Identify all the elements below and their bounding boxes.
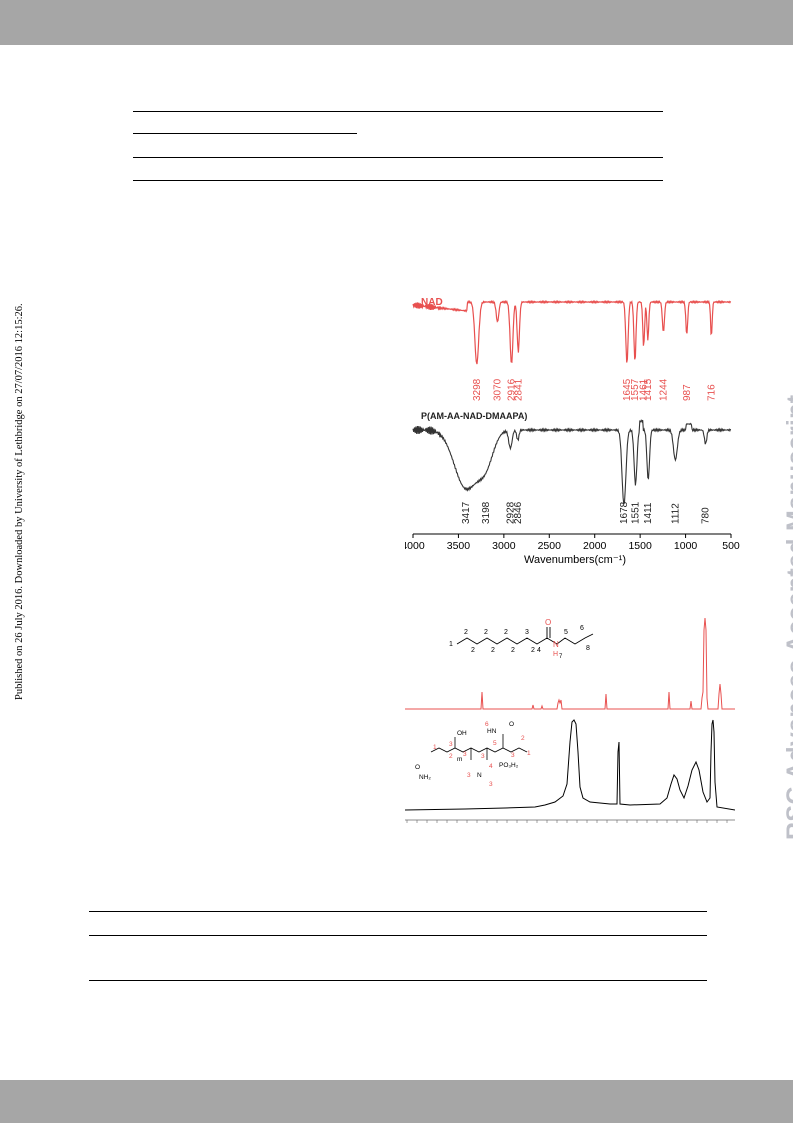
nad-label-8: 8 — [586, 645, 590, 652]
polymer-peak-label-2846: 2846 — [513, 501, 524, 524]
ir-x-tick-label-2000: 2000 — [583, 540, 607, 552]
nmr-axis-ticks — [406, 820, 728, 823]
polymer-label-3f: 3 — [449, 741, 453, 748]
polymer-peak-label-1411: 1411 — [643, 502, 654, 524]
polymer-label-3e: 3 — [489, 781, 493, 788]
nad-label-2d: 2 — [491, 647, 495, 654]
polymer-peak-label-1551: 1551 — [631, 501, 642, 524]
polymer-label-1b: 1 — [433, 744, 437, 751]
polymer-label-4: 4 — [489, 763, 493, 770]
polymer-label-3c: 3 — [481, 753, 485, 760]
polymer-label-2a: 2 — [521, 735, 525, 742]
nad-peak-label-3298: 3298 — [472, 378, 483, 401]
table-rule-sub — [133, 133, 357, 134]
nad-label-5: 5 — [564, 629, 568, 636]
nad-label-1: 1 — [449, 641, 453, 648]
ir-x-tick-label-1500: 1500 — [628, 540, 652, 552]
nad-hydrogen: H — [553, 651, 558, 658]
polymer-label-oh: OH — [457, 730, 467, 737]
nmr-spectrum-figure: 1 2 2 2 3 2 2 2 2 4 5 6 7 8 O N H OH — [404, 612, 736, 824]
polymer-label-n: N — [477, 772, 482, 779]
polymer-label-o: O — [415, 764, 420, 771]
nad-peak-label-2916: 2916 — [506, 378, 517, 401]
nad-nitrogen: N — [553, 640, 559, 649]
nad-peak-label-1645: 1645 — [622, 378, 633, 401]
nad-oxygen: O — [545, 618, 551, 627]
polymer-label-1a: 1 — [527, 750, 531, 757]
table2-rule-mid — [89, 935, 707, 936]
nad-label-2a: 2 — [464, 629, 468, 636]
polymer-nmr-trace — [404, 719, 736, 811]
nad-ir-trace — [412, 299, 732, 365]
accepted-manuscript-watermark: RSC Advances Accepted Manuscript — [782, 394, 793, 840]
ir-x-tick-label-3000: 3000 — [492, 540, 516, 552]
polymer-label-po3h2: PO₃H₂ — [499, 762, 519, 769]
table2-rule-bottom — [89, 980, 707, 981]
table-rule-mid — [133, 157, 663, 158]
polymer-peak-label-3198: 3198 — [481, 501, 492, 524]
nad-series-label: NAD — [421, 297, 443, 308]
nad-peak-label-1415: 1415 — [643, 378, 654, 401]
nad-peak-label-1461: 1461 — [639, 378, 650, 401]
nad-peak-label-3070: 3070 — [492, 378, 503, 401]
ir-x-tick-label-4000: 4000 — [405, 540, 425, 552]
polymer-peak-label-1678: 1678 — [619, 501, 630, 524]
nad-nmr-trace — [405, 617, 735, 710]
table2-rule-top — [89, 911, 707, 912]
x-axis-label: Wavenumbers(cm⁻¹) — [524, 554, 626, 566]
ir-x-tick-label-500: 500 — [722, 540, 740, 552]
nad-label-3: 3 — [525, 629, 529, 636]
polymer-peak-label-2928: 2928 — [505, 501, 516, 524]
ir-x-tick-label-1000: 1000 — [674, 540, 698, 552]
nad-label-2c: 2 — [484, 629, 488, 636]
polymer-label-3b: 3 — [463, 751, 467, 758]
polymer-label-o2: O — [509, 721, 514, 728]
nad-label-2g: 2 — [531, 647, 535, 654]
nad-label-7: 7 — [559, 654, 563, 660]
polymer-peak-label-780: 780 — [701, 507, 712, 524]
polymer-label-5: 5 — [493, 740, 497, 747]
nad-label-2f: 2 — [511, 647, 515, 654]
publication-note: Published on 26 July 2016. Downloaded by… — [14, 303, 25, 700]
ir-chart: NAD P(AM-AA-NAD-DMAAPA) Wavenumbers(cm⁻¹… — [401, 297, 740, 566]
polymer-label-2b: 2 — [449, 753, 453, 760]
polymer-peak-label-1112: 1112 — [670, 503, 681, 524]
polymer-label-3a: 3 — [511, 752, 515, 759]
ir-x-tick-label-2500: 2500 — [538, 540, 562, 552]
ir-spectrum-figure: NAD P(AM-AA-NAD-DMAAPA) Wavenumbers(cm⁻¹… — [401, 278, 743, 568]
top-gray-band — [0, 0, 793, 45]
polymer-peak-label-3417: 3417 — [461, 501, 472, 524]
nad-peak-label-987: 987 — [682, 384, 693, 401]
nad-peak-label-1244: 1244 — [658, 378, 669, 401]
ir-x-tick-label-3500: 3500 — [447, 540, 471, 552]
polymer-label-3d: 3 — [467, 772, 471, 779]
polymer-label-6: 6 — [485, 721, 489, 728]
nad-label-6: 6 — [580, 625, 584, 632]
polymer-structure: OH O NH₂ 6 HN O 5 3 2 1 3 4 3 PO₃H₂ 3 N … — [415, 721, 531, 788]
table-rule-top — [133, 111, 663, 112]
table-rule-bottom — [133, 180, 663, 181]
nad-peak-label-1557: 1557 — [630, 378, 641, 401]
polymer-ir-trace — [412, 419, 732, 505]
nmr-chart: 1 2 2 2 3 2 2 2 2 4 5 6 7 8 O N H OH — [404, 617, 736, 823]
nad-peak-label-716: 716 — [706, 384, 717, 401]
nad-label-2e: 2 — [504, 629, 508, 636]
nad-peak-label-2841: 2841 — [513, 378, 524, 401]
bottom-gray-band — [0, 1080, 793, 1123]
nad-label-2b: 2 — [471, 647, 475, 654]
polymer-label-m: m — [457, 756, 462, 763]
polymer-series-label: P(AM-AA-NAD-DMAAPA) — [421, 411, 527, 421]
nad-label-4: 4 — [537, 647, 541, 654]
polymer-label-hn: HN — [487, 728, 497, 735]
polymer-label-nh2: NH₂ — [419, 774, 431, 781]
nad-structure: 1 2 2 2 3 2 2 2 2 4 5 6 7 8 O N H — [449, 618, 594, 660]
